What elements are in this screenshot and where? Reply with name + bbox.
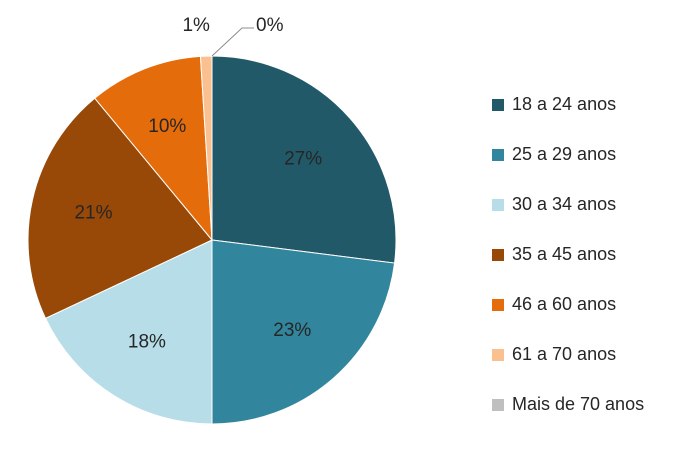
pie-slice xyxy=(27,97,213,320)
legend-label: 30 a 34 anos xyxy=(512,194,616,214)
legend-swatch xyxy=(492,249,504,261)
legend-label: 18 a 24 anos xyxy=(512,94,616,114)
leader-line xyxy=(211,27,254,57)
legend-swatch xyxy=(492,399,504,411)
slice-label: 18% xyxy=(128,332,166,353)
slice-label: 27% xyxy=(284,149,322,170)
legend-swatch xyxy=(492,299,504,311)
legend-label: Mais de 70 anos xyxy=(512,394,644,414)
legend-label: 25 a 29 anos xyxy=(512,144,616,164)
slice-label: 23% xyxy=(273,320,311,341)
legend-label: 35 a 45 anos xyxy=(512,244,616,264)
pie-slice xyxy=(211,239,396,425)
slice-label: 1% xyxy=(182,15,210,36)
legend-swatch xyxy=(492,349,504,361)
pie-slice xyxy=(211,55,397,264)
pie-slice xyxy=(44,239,213,425)
legend-swatch xyxy=(492,149,504,161)
legend-swatch xyxy=(492,99,504,111)
legend-swatch xyxy=(492,199,504,211)
slice-label: 10% xyxy=(148,116,186,137)
legend-label: 61 a 70 anos xyxy=(512,344,616,364)
slice-label: 0% xyxy=(256,15,284,36)
legend-label: 46 a 60 anos xyxy=(512,294,616,314)
slice-label: 21% xyxy=(74,203,112,224)
pie-slice xyxy=(94,55,213,242)
